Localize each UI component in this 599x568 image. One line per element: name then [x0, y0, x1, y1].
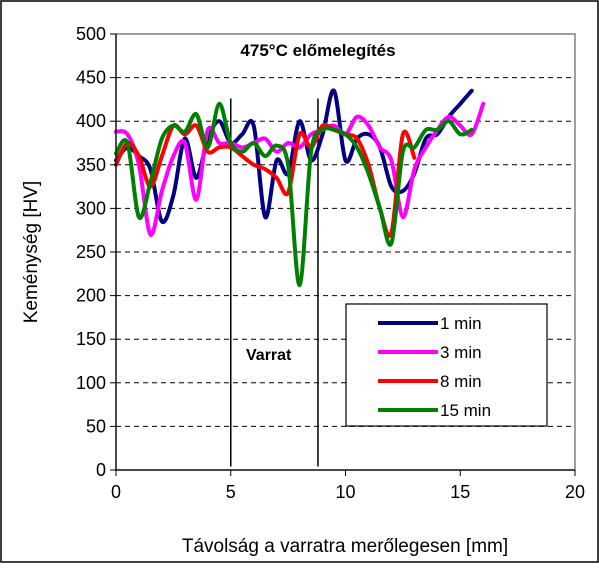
weld-boundary-layer [230, 98, 319, 467]
x-tick-label: 5 [226, 482, 236, 502]
y-tick-label: 0 [96, 460, 106, 480]
legend-label-3-min: 3 min [440, 343, 482, 362]
chart-title: 475°C előmelegítés [240, 41, 395, 60]
x-tick-label: 10 [335, 482, 355, 502]
y-tick-label: 50 [86, 416, 106, 436]
x-axis-title: Távolság a varratra merőlegesen [mm] [182, 536, 508, 557]
x-tick-label: 0 [111, 482, 121, 502]
y-tick-label: 250 [76, 242, 106, 262]
y-tick-label: 400 [76, 111, 106, 131]
y-axis-title: Keménység [HV] [21, 181, 42, 324]
series-layer [114, 88, 486, 288]
weld-annotation: Varrat [246, 347, 292, 364]
y-tick-label: 100 [76, 373, 106, 393]
legend-label-8-min: 8 min [440, 372, 482, 391]
series-line-8-min [114, 122, 417, 238]
series-line-15-min [114, 101, 474, 288]
y-tick-label: 500 [76, 24, 106, 44]
y-tick-label: 300 [76, 198, 106, 218]
x-tick-label: 20 [565, 482, 585, 502]
y-tick-label: 150 [76, 329, 106, 349]
legend-label-15-min: 15 min [440, 401, 491, 420]
y-tick-label: 350 [76, 155, 106, 175]
legend: 1 min 3 min 8 min 15 min [345, 303, 548, 427]
x-tick-label: 15 [450, 482, 470, 502]
y-tick-label: 200 [76, 286, 106, 306]
axis-layer: 0 50 100 150 200 250 300 350 400 450 500 0 5 10 15 20 [76, 24, 585, 502]
series-line-3-min [114, 101, 486, 237]
legend-label-1-min: 1 min [440, 314, 482, 333]
y-tick-label: 450 [76, 68, 106, 88]
